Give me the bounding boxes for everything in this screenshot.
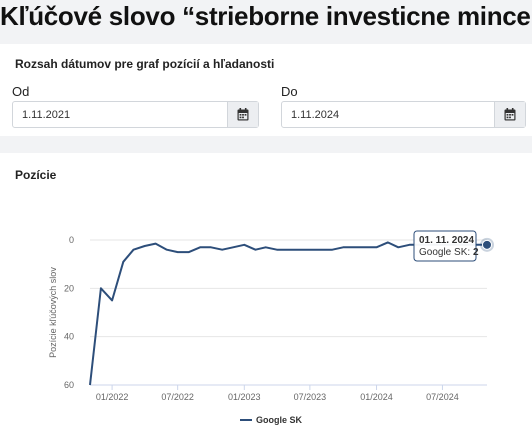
y-tick-label: 60: [64, 380, 74, 390]
x-tick-label: 07/2024: [426, 392, 459, 402]
tooltip-series-name: Google SK: [419, 247, 468, 258]
to-calendar-button[interactable]: [494, 102, 525, 127]
page-title: Kľúčové slovo “strieborne investicne min…: [0, 1, 532, 31]
y-tick-label: 20: [64, 283, 74, 293]
y-axis-ticks: 0 20 40 60: [64, 235, 74, 390]
x-tick-label: 07/2022: [161, 392, 194, 402]
calendar-icon: [504, 108, 516, 121]
tooltip-box: [413, 230, 477, 262]
x-tick-label: 01/2024: [360, 392, 393, 402]
x-axis-ticks: 01/2022 07/2022 01/2023 07/2023 01/2024 07/20…: [96, 385, 459, 402]
legend-label-google-sk: Google SK: [256, 415, 303, 425]
from-date-picker: [12, 101, 259, 128]
series-points: [480, 237, 494, 252]
x-tick-label: 01/2023: [228, 392, 261, 402]
from-calendar-button[interactable]: [227, 102, 258, 127]
series-point-hovered[interactable]: [482, 239, 492, 250]
from-date-input[interactable]: [13, 102, 224, 127]
x-tick-label: 07/2023: [294, 392, 327, 402]
y-axis-label: Pozície kľúčových slov: [48, 267, 58, 358]
to-date-input[interactable]: [282, 102, 491, 127]
calendar-icon: [237, 108, 249, 121]
y-tick-label: 0: [69, 235, 74, 245]
tooltip-value: 2: [473, 247, 479, 258]
to-date-picker: [281, 101, 526, 128]
from-label: Od: [12, 84, 30, 99]
tooltip-date: 01. 11. 2024: [419, 235, 474, 246]
date-range-card: Rozsah dátumov pre graf pozícií a hľadan…: [0, 44, 532, 136]
positions-card: Pozície: [0, 153, 532, 433]
y-tick-label: 40: [64, 332, 74, 342]
positions-title: Pozície: [15, 168, 57, 182]
chart-legend[interactable]: Google SK: [240, 415, 303, 425]
to-label: Do: [281, 84, 298, 99]
date-range-title: Rozsah dátumov pre graf pozícií a hľadan…: [15, 57, 275, 71]
x-tick-label: 01/2022: [96, 392, 129, 402]
tooltip-value-line: Google SK: 2: [419, 247, 479, 258]
series-line-google-sk[interactable]: [89, 241, 487, 386]
chart-tooltip: 01. 11. 2024 Google SK: 2: [413, 230, 479, 262]
